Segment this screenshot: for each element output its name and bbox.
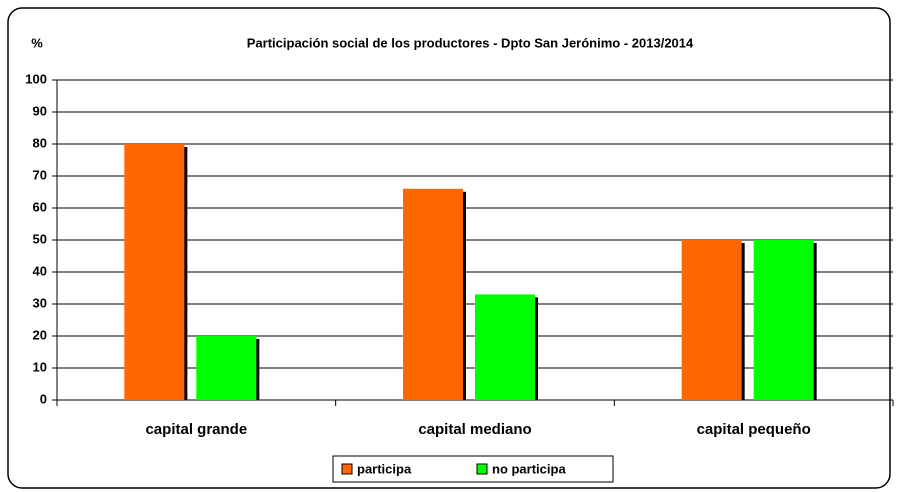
y-tick-label: 60 [33,199,47,214]
legend-swatch [476,463,488,475]
bar [681,240,742,400]
x-tick-label: capital grande [145,421,247,438]
y-tick-label: 40 [33,263,47,278]
x-tick-label: capital mediano [418,421,531,438]
bar [475,294,535,400]
y-tick-label: 0 [40,391,47,406]
y-tick-label: 80 [33,135,47,150]
legend-label: no participa [492,461,566,476]
legend-label: participa [357,461,412,476]
y-tick-label: 10 [33,359,47,374]
legend-swatch [341,463,353,475]
y-tick-label: 70 [33,167,47,182]
legend-box [332,455,614,483]
y-tick-label: 50 [33,231,47,246]
y-tick-label: 100 [25,71,47,86]
bar [403,188,463,400]
y-tick-label: 90 [33,103,47,118]
y-axis-label: % [31,35,43,50]
y-tick-label: 30 [33,295,47,310]
chart-title: Participación social de los productores … [247,35,694,50]
bar [196,336,257,400]
bar [753,240,814,400]
x-tick-label: capital pequeño [697,421,811,438]
bar [124,144,185,400]
y-tick-label: 20 [33,327,47,342]
